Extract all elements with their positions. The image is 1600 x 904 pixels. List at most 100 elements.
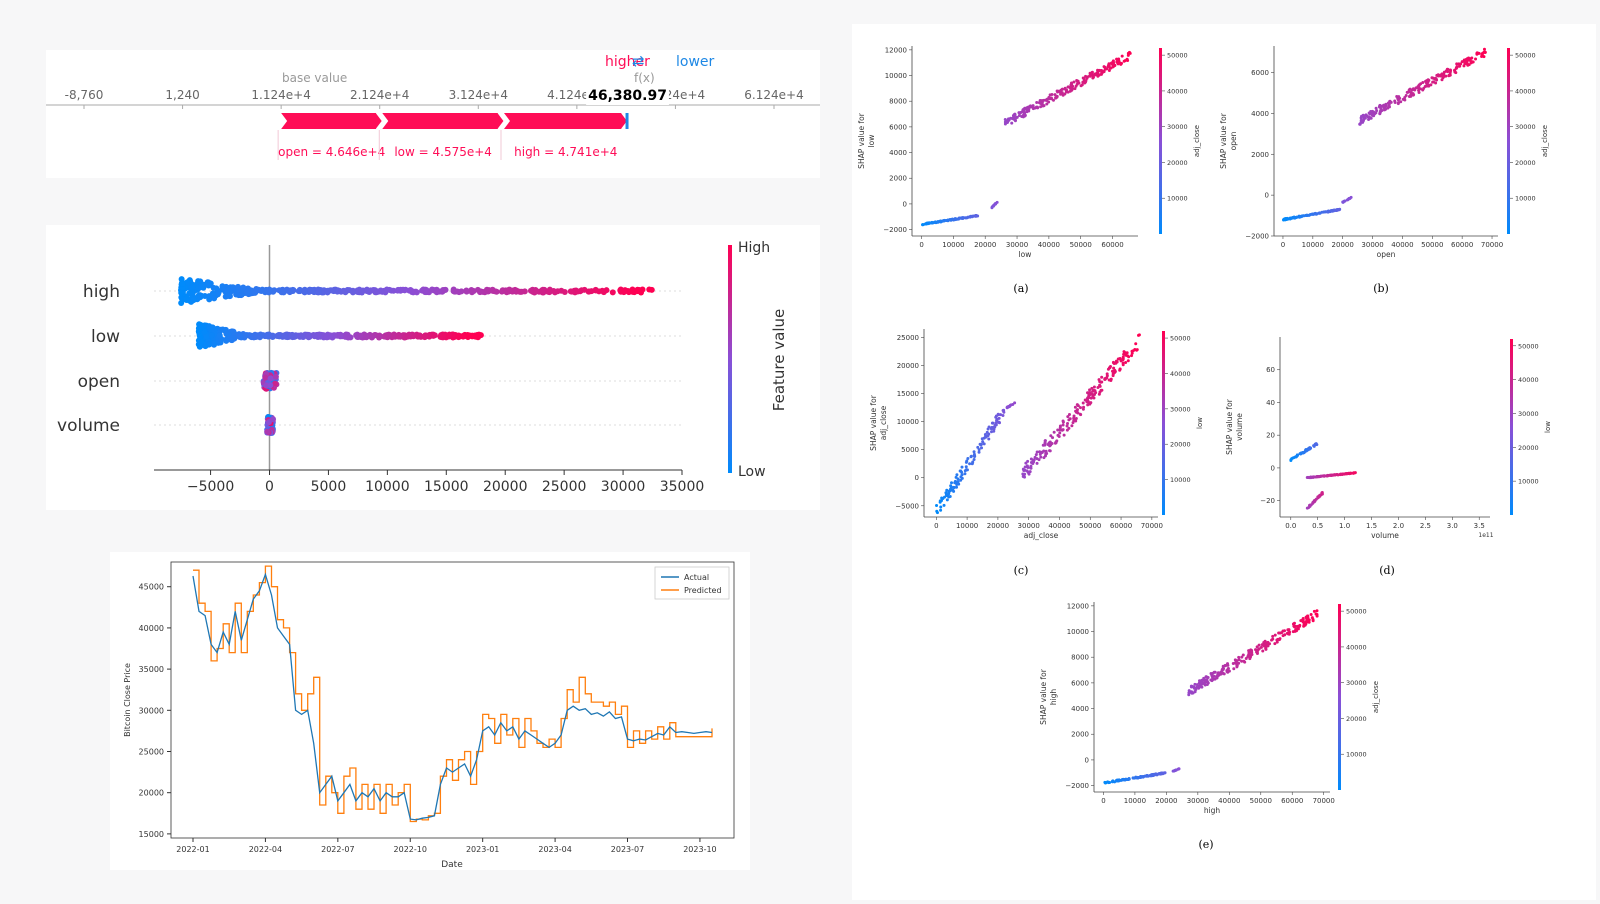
dep-y-label: low	[867, 135, 876, 148]
dep-y-label: SHAP value for	[1039, 668, 1048, 725]
dep-point	[1375, 109, 1379, 113]
dep-point	[1263, 640, 1267, 644]
dep-point	[1121, 357, 1125, 361]
summary-dot	[567, 288, 574, 295]
dep-cbar-tick-label: 50000	[1518, 342, 1539, 350]
dep-point	[1141, 775, 1145, 779]
dep-point	[1076, 404, 1080, 408]
dep-point	[1192, 686, 1196, 690]
dep-cbar-tick-label: 30000	[1346, 679, 1367, 687]
dep-point	[1131, 349, 1135, 353]
dep-x-tick-label: 2.0	[1393, 522, 1404, 530]
dep-point	[1092, 73, 1096, 77]
dep-point	[1119, 359, 1123, 363]
dep-point	[1305, 213, 1309, 217]
dep-point	[1014, 116, 1018, 120]
summary-feature-label: low	[91, 327, 120, 347]
dep-x-label: low	[1019, 250, 1032, 259]
summary-dot	[466, 332, 473, 339]
dep-point	[1305, 506, 1309, 510]
summary-dot	[492, 288, 499, 295]
dep-x-tick-label: 0	[1101, 797, 1105, 805]
dep-cbar-tick-label: 10000	[1346, 751, 1367, 759]
dep-point	[1235, 661, 1239, 665]
dep-point	[970, 462, 974, 466]
summary-dot	[413, 289, 420, 296]
dep-point	[1122, 350, 1126, 354]
dep-point	[1440, 74, 1444, 78]
dep-point	[952, 486, 956, 490]
line-y-tick-label: 25000	[139, 747, 164, 756]
summary-dot	[539, 287, 546, 294]
dep-y-tick-label: 4000	[1071, 705, 1089, 713]
dep-cbar-tick-label: 10000	[1518, 478, 1539, 486]
dep-point	[1045, 102, 1049, 106]
dep-point	[980, 446, 984, 450]
dep-point	[972, 458, 976, 462]
dep-point	[1152, 773, 1156, 777]
legend-actual-label: Actual	[684, 573, 709, 582]
dep-cbar-tick-label: 20000	[1170, 441, 1191, 449]
summary-dot	[430, 331, 437, 338]
line-plot-frame	[170, 561, 735, 839]
dep-point	[1326, 209, 1330, 213]
dep-point	[1161, 771, 1165, 775]
fx-value: 46,380.97	[588, 88, 667, 104]
dep-y-tick-label: 6000	[1251, 69, 1269, 77]
summary-dot	[460, 333, 467, 340]
summary-dot	[373, 289, 380, 296]
dep-point	[949, 484, 953, 488]
dep-x-tick-label: 40000	[1218, 797, 1240, 805]
dep-point	[1265, 642, 1269, 646]
dep-x-tick-label: 40000	[1038, 241, 1060, 249]
summary-dot	[383, 286, 390, 293]
dep-point	[953, 481, 957, 485]
summary-dot	[620, 289, 627, 296]
dep-point	[1079, 84, 1083, 88]
summary-dot	[561, 288, 568, 295]
dep-point	[1202, 676, 1206, 680]
dep-point	[1213, 677, 1217, 681]
dep-point	[1403, 98, 1407, 102]
summary-dot	[223, 337, 230, 344]
dep-point	[969, 455, 973, 459]
dep-x-tick-label: 50000	[1070, 241, 1092, 249]
summary-dot	[199, 323, 206, 330]
dep-point	[1118, 368, 1122, 372]
summary-dot	[183, 297, 190, 304]
dep-point	[1104, 376, 1108, 380]
dep-point	[1045, 98, 1049, 102]
dep-y-tick-label: −2000	[883, 226, 907, 234]
summary-dot	[299, 333, 306, 340]
dep-point	[1111, 65, 1115, 69]
dep-point	[1312, 475, 1316, 479]
dep-point	[1073, 405, 1077, 409]
dep-point	[1137, 333, 1141, 337]
dep-point	[1097, 378, 1101, 382]
dep-point	[1255, 650, 1259, 654]
dep-x-tick-label: 40000	[1048, 522, 1070, 530]
dep-point	[1447, 74, 1451, 78]
dep-x-tick-label: 2.5	[1420, 522, 1431, 530]
summary-dot	[455, 334, 462, 341]
dep-point	[1283, 629, 1287, 633]
dep-colorbar	[1510, 339, 1513, 515]
dep-point	[1023, 111, 1027, 115]
dep-point	[1232, 667, 1236, 671]
dep-point	[1417, 90, 1421, 94]
dep-point	[1070, 424, 1074, 428]
dep-point	[1058, 431, 1062, 435]
summary-dot	[592, 287, 599, 294]
force-segment-divider	[497, 112, 505, 130]
dep-point	[1389, 100, 1393, 104]
dep-y-tick-label: 6000	[1071, 679, 1089, 687]
dep-point	[1075, 82, 1079, 86]
dep-point	[1421, 88, 1425, 92]
force-segment-divider	[375, 112, 383, 130]
dep-point	[1291, 622, 1295, 626]
dep-point	[1470, 56, 1474, 60]
dep-point	[970, 215, 974, 219]
dep-point	[956, 480, 960, 484]
dep-point	[1329, 209, 1333, 213]
dep-point	[1060, 87, 1064, 91]
